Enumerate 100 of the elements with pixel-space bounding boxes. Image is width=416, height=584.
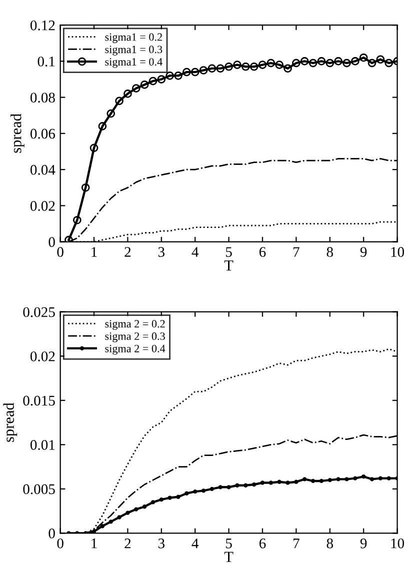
point xyxy=(317,57,326,66)
point xyxy=(201,488,206,493)
y-tick-label: 0.08 xyxy=(30,92,55,103)
point xyxy=(132,84,140,92)
x-tick-label: 0 xyxy=(57,247,64,257)
point xyxy=(362,474,366,479)
point xyxy=(176,494,180,499)
x-tick-label: 8 xyxy=(326,247,333,257)
x-tick-label: 7 xyxy=(294,247,300,257)
point xyxy=(260,480,265,485)
x-tick-label: 3 xyxy=(158,538,164,548)
point xyxy=(157,75,166,84)
point xyxy=(190,68,200,76)
point xyxy=(140,80,149,89)
y-tick-label: 0.04 xyxy=(30,164,56,175)
y-axis-title: spread xyxy=(10,114,24,153)
point xyxy=(150,500,156,504)
x-tick-label: 4 xyxy=(192,538,199,548)
y-tick-label: 0.02 xyxy=(30,201,55,211)
x-tick-label: 3 xyxy=(158,247,164,257)
x-tick-label: 9 xyxy=(360,538,367,548)
x-tick-label: 9 xyxy=(360,247,367,257)
point xyxy=(216,64,225,73)
point xyxy=(286,480,290,485)
point xyxy=(134,507,138,512)
y-tick-label: 0.1 xyxy=(38,56,55,66)
point xyxy=(378,476,383,480)
point xyxy=(334,57,342,66)
point xyxy=(277,480,282,484)
y-tick-label: 0 xyxy=(48,528,55,538)
point xyxy=(370,477,374,482)
point xyxy=(266,58,276,68)
x-tick-label: 10 xyxy=(391,247,404,257)
x-tick-label: 10 xyxy=(391,538,404,548)
point xyxy=(353,476,358,480)
x-tick-label: 7 xyxy=(294,538,300,548)
point xyxy=(90,144,98,152)
legend-label: sigma 2 = 0.4 xyxy=(105,344,166,355)
point xyxy=(208,64,216,73)
y-tick-label: 0.005 xyxy=(23,484,55,494)
point xyxy=(115,96,124,106)
point xyxy=(226,485,231,490)
legend-label: sigma1 = 0.4 xyxy=(105,58,162,68)
point xyxy=(300,57,309,66)
point xyxy=(174,72,182,80)
point xyxy=(193,489,198,494)
point xyxy=(294,480,298,484)
point xyxy=(344,477,349,482)
point xyxy=(142,504,147,509)
point xyxy=(182,68,191,76)
point xyxy=(98,122,107,130)
point xyxy=(108,520,113,524)
point xyxy=(73,216,82,224)
x-tick-label: 2 xyxy=(124,247,131,257)
point xyxy=(252,482,256,487)
x-tick-label: 1 xyxy=(92,538,97,548)
legend-label: sigma 2 = 0.2 xyxy=(105,320,165,330)
point xyxy=(184,491,189,496)
x-tick-label: 5 xyxy=(226,247,232,257)
point xyxy=(328,478,332,482)
point xyxy=(210,486,214,492)
x-tick-label: 4 xyxy=(192,247,199,257)
point xyxy=(241,62,250,71)
point xyxy=(124,90,132,98)
point xyxy=(350,57,360,66)
point xyxy=(168,496,172,500)
point xyxy=(199,66,208,74)
y-tick-label: 0 xyxy=(48,237,55,247)
point xyxy=(148,76,158,86)
point xyxy=(106,109,116,118)
point xyxy=(342,58,351,68)
point xyxy=(292,58,300,68)
point xyxy=(319,478,324,484)
x-axis-title: T xyxy=(224,552,234,562)
point xyxy=(310,478,316,484)
point xyxy=(159,497,164,502)
y-tick-label: 0.025 xyxy=(23,307,55,318)
point xyxy=(235,483,240,488)
point xyxy=(126,510,130,515)
point xyxy=(81,183,90,192)
y-tick-label: 0.06 xyxy=(30,128,56,139)
point xyxy=(284,64,292,73)
point xyxy=(359,53,368,62)
x-tick-label: 6 xyxy=(259,247,266,257)
point xyxy=(100,524,105,528)
x-tick-label: 1 xyxy=(92,247,97,257)
x-tick-label: 2 xyxy=(124,538,131,548)
point xyxy=(302,477,307,482)
x-tick-label: 0 xyxy=(57,538,64,548)
point xyxy=(308,58,318,68)
point xyxy=(218,485,222,490)
point xyxy=(384,58,394,68)
x-tick-label: 8 xyxy=(326,538,333,548)
legend-label: sigma1 = 0.2 xyxy=(105,33,162,44)
point xyxy=(244,483,248,488)
point xyxy=(258,60,267,69)
y-axis-title: spread xyxy=(3,402,18,442)
y-tick-label: 0.015 xyxy=(23,396,55,406)
legend-label: sigma 2 = 0.3 xyxy=(105,332,165,342)
x-tick-label: 5 xyxy=(226,538,232,548)
